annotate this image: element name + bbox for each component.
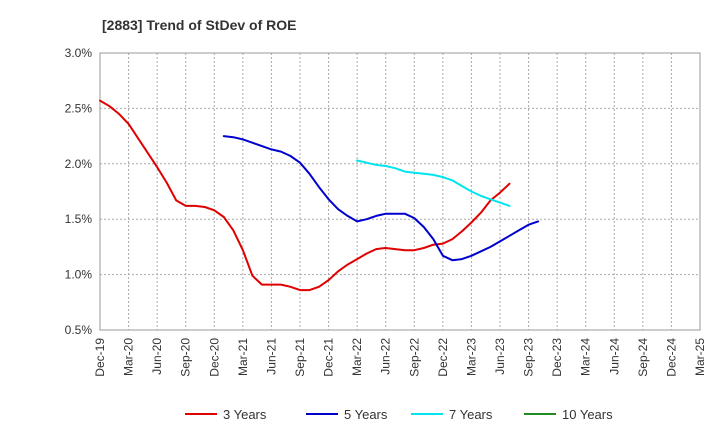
x-tick-label: Dec-24 bbox=[664, 338, 678, 377]
x-tick-label: Dec-23 bbox=[550, 338, 564, 377]
x-tick-label: Mar-25 bbox=[693, 338, 707, 376]
y-tick-label: 2.0% bbox=[65, 157, 93, 171]
legend: 3 Years 5 Years 7 Years 10 Years bbox=[185, 407, 613, 422]
x-tick-label: Sep-23 bbox=[522, 338, 536, 377]
x-tick-label: Sep-24 bbox=[636, 338, 650, 377]
y-tick-label: 1.5% bbox=[65, 212, 93, 226]
x-tick-label: Mar-23 bbox=[464, 338, 478, 376]
grid bbox=[100, 53, 700, 330]
series-line bbox=[356, 159, 511, 207]
x-tick-label: Dec-21 bbox=[322, 338, 336, 377]
x-tick-label: Sep-22 bbox=[407, 338, 421, 377]
x-tick-label: Sep-20 bbox=[179, 338, 193, 377]
x-tick-label: Jun-21 bbox=[264, 338, 278, 375]
x-axis: Dec-19 Mar-20 Jun-20 Sep-20 Dec-20 Mar-21 Jun-… bbox=[93, 338, 707, 377]
x-tick-label: Mar-22 bbox=[350, 338, 364, 376]
legend-label: 3 Years bbox=[223, 407, 267, 422]
x-tick-label: Mar-21 bbox=[236, 338, 250, 376]
series-lines bbox=[99, 99, 540, 292]
y-axis: 0.5% 1.0% 1.5% 2.0% 2.5% 3.0% bbox=[65, 46, 93, 337]
x-tick-label: Jun-20 bbox=[150, 338, 164, 375]
legend-label: 5 Years bbox=[344, 407, 388, 422]
series-line bbox=[222, 135, 540, 262]
legend-label: 10 Years bbox=[562, 407, 613, 422]
y-tick-label: 3.0% bbox=[65, 46, 93, 60]
x-tick-label: Sep-21 bbox=[293, 338, 307, 377]
legend-label: 7 Years bbox=[449, 407, 493, 422]
plot-area-border bbox=[99, 52, 701, 331]
x-tick-label: Dec-19 bbox=[93, 338, 107, 377]
y-tick-label: 0.5% bbox=[65, 323, 93, 337]
x-tick-label: Mar-20 bbox=[122, 338, 136, 376]
x-tick-label: Dec-22 bbox=[436, 338, 450, 377]
x-tick-label: Jun-22 bbox=[379, 338, 393, 375]
chart-title: [2883] Trend of StDev of ROE bbox=[102, 17, 296, 33]
x-tick-label: Jun-24 bbox=[607, 338, 621, 375]
x-tick-label: Mar-24 bbox=[579, 338, 593, 376]
y-tick-label: 1.0% bbox=[65, 268, 93, 282]
y-tick-label: 2.5% bbox=[65, 101, 93, 115]
x-tick-label: Jun-23 bbox=[493, 338, 507, 375]
series-line bbox=[99, 99, 511, 292]
x-tick-label: Dec-20 bbox=[207, 338, 221, 377]
